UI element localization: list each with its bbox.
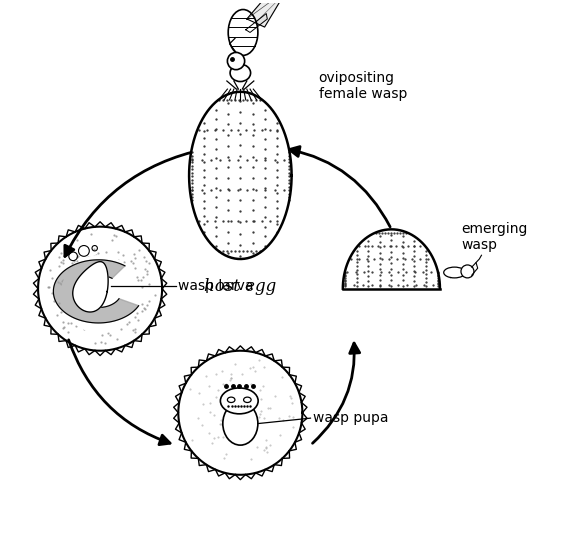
- Ellipse shape: [221, 388, 258, 414]
- Polygon shape: [246, 14, 267, 33]
- Polygon shape: [53, 260, 139, 323]
- Polygon shape: [247, 0, 281, 27]
- Circle shape: [227, 52, 244, 70]
- Polygon shape: [343, 229, 440, 289]
- Polygon shape: [189, 92, 291, 259]
- Text: wasp larva: wasp larva: [178, 279, 254, 293]
- Polygon shape: [62, 256, 138, 332]
- Text: wasp pupa: wasp pupa: [313, 411, 388, 425]
- Polygon shape: [38, 227, 162, 351]
- Ellipse shape: [232, 398, 248, 408]
- Ellipse shape: [444, 267, 466, 278]
- Text: emerging
wasp: emerging wasp: [462, 222, 528, 252]
- Text: host egg: host egg: [204, 278, 277, 295]
- Circle shape: [461, 265, 474, 278]
- Polygon shape: [73, 262, 108, 312]
- Polygon shape: [178, 351, 302, 475]
- Ellipse shape: [230, 64, 251, 82]
- Text: ovipositing
female wasp: ovipositing female wasp: [319, 71, 407, 101]
- Ellipse shape: [228, 9, 258, 56]
- Ellipse shape: [223, 402, 258, 445]
